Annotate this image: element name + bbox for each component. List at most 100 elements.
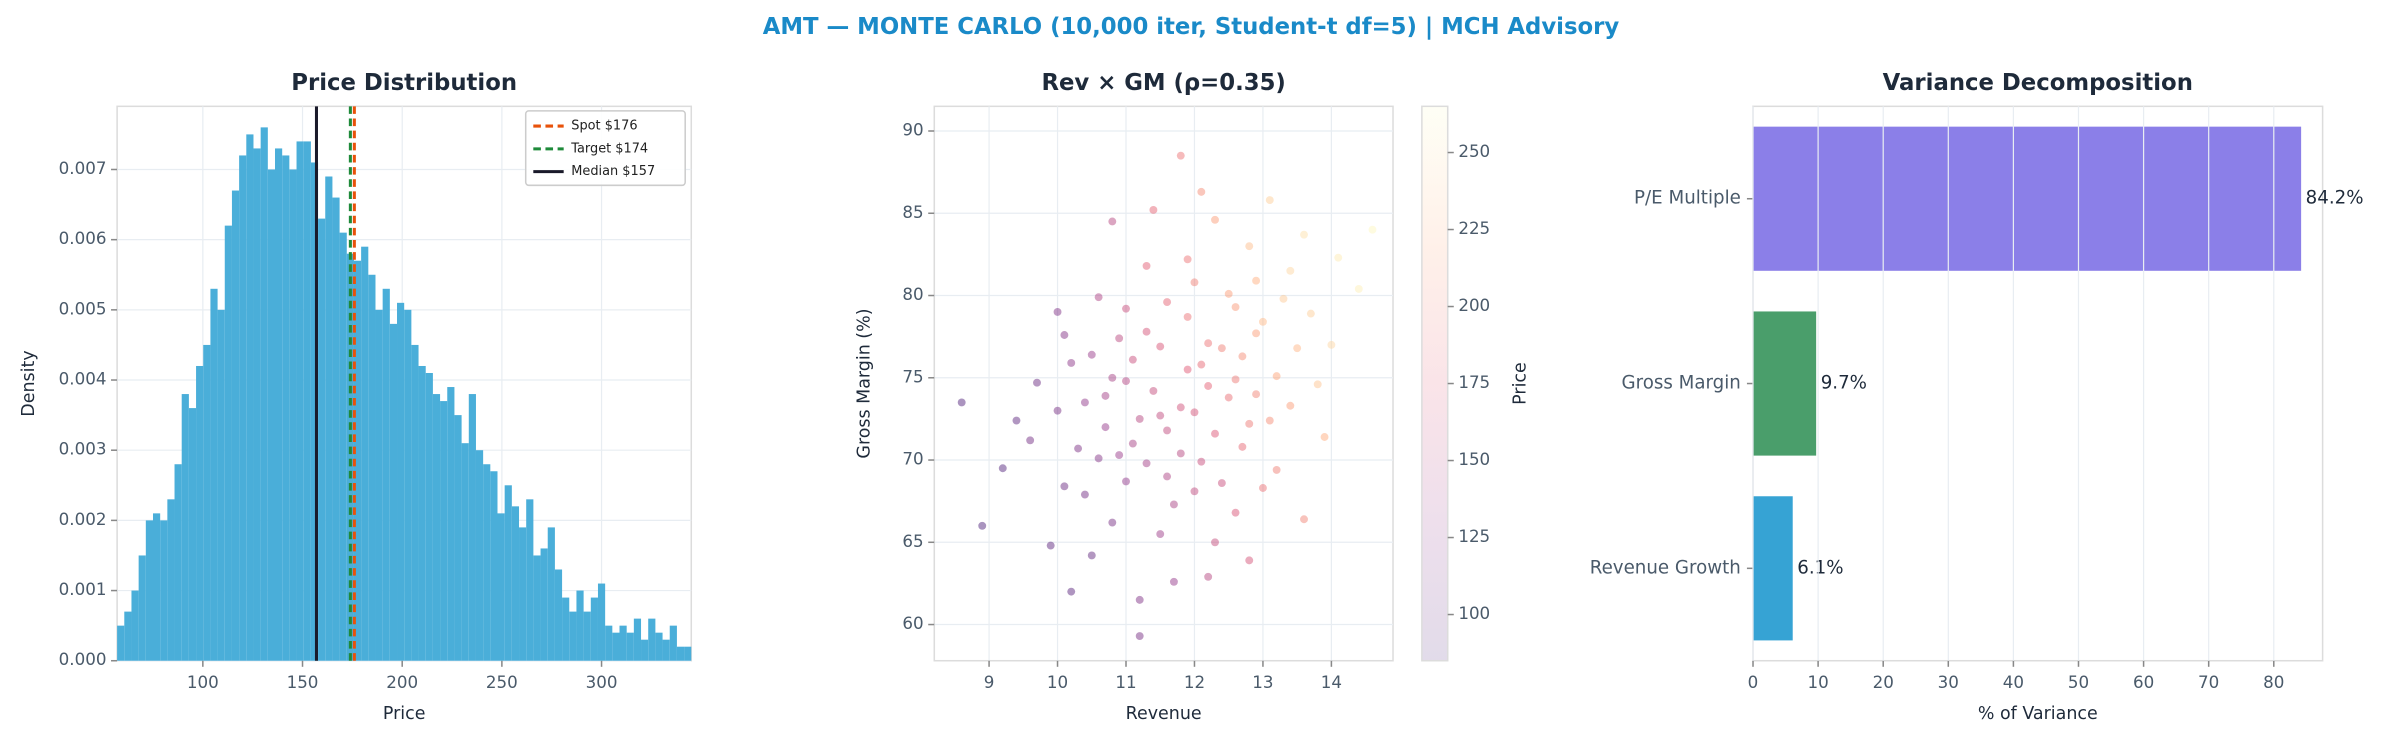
histogram-bar (160, 520, 168, 661)
scatter-point (1169, 500, 1178, 509)
colorbar-label: Price (1511, 362, 1531, 405)
histogram-bar (217, 309, 225, 661)
histogram-bar (253, 148, 261, 661)
scatter-point (1224, 289, 1233, 298)
histogram-bar (461, 443, 469, 661)
x-tick-label: 50 (2068, 672, 2089, 692)
bar (1753, 126, 2302, 271)
scatter-point (1156, 530, 1165, 539)
histogram-bar (483, 464, 491, 661)
histogram-bar (562, 597, 570, 661)
colorbar-tick-label: 125 (1458, 526, 1490, 546)
scatter-point (1142, 327, 1151, 336)
y-tick-label: Gross Margin (1621, 373, 1740, 394)
colorbar-tick-label: 100 (1458, 603, 1490, 623)
histogram-bar (425, 373, 433, 661)
histogram-bar (576, 590, 584, 661)
x-tick-label: 9 (984, 672, 995, 692)
histogram-bar (605, 625, 613, 661)
value-label: 84.2% (2306, 188, 2364, 209)
y-tick-label: 0.006 (59, 228, 107, 248)
x-tick-label: 250 (486, 672, 518, 692)
scatter-point (1252, 276, 1261, 285)
y-tick-label: Revenue Growth (1590, 557, 1741, 578)
scatter-point (1163, 426, 1172, 435)
histogram-bar (203, 344, 211, 661)
histogram-bar (296, 141, 304, 661)
x-tick-label: 11 (1115, 672, 1136, 692)
scatter-point (998, 464, 1007, 473)
y-tick-label: 0.000 (59, 649, 107, 669)
scatter-point (1108, 373, 1117, 382)
x-tick-label: 100 (187, 672, 219, 692)
scatter-point (1238, 352, 1247, 361)
histogram-bar (289, 169, 297, 661)
x-tick-label: 10 (1807, 672, 1828, 692)
value-label: 9.7% (1821, 373, 1867, 394)
scatter-point (1108, 518, 1117, 527)
histogram-bar (382, 288, 390, 661)
histogram-bar (138, 555, 146, 661)
legend-label: Spot $176 (571, 119, 637, 134)
scatter-point (1272, 372, 1281, 381)
histogram-bar (612, 632, 620, 661)
histogram-bar (648, 618, 656, 661)
figure-title: AMT — MONTE CARLO (10,000 iter, Student-… (763, 14, 1620, 40)
scatter-point (957, 398, 966, 407)
y-tick-label: 0.001 (59, 579, 107, 599)
x-tick-label: 150 (287, 672, 319, 692)
histogram-bar (303, 141, 311, 661)
legend-box (524, 110, 686, 187)
histogram-bar (361, 246, 369, 661)
x-tick-label: 70 (2198, 672, 2219, 692)
y-tick-label: 90 (902, 120, 923, 140)
colorbar-tick-label: 175 (1458, 372, 1490, 392)
scatter-point (978, 521, 987, 530)
histogram-bar (641, 639, 649, 661)
histogram-bar (167, 499, 175, 661)
scatter-point (1149, 206, 1158, 214)
histogram-bar (174, 464, 182, 661)
histogram-bar (210, 288, 218, 661)
histogram-bar (275, 148, 283, 661)
histogram-bar (468, 394, 476, 661)
subplot-title: Price Distribution (291, 70, 517, 96)
histogram-bar (332, 197, 340, 661)
colorbar-tick-label: 150 (1458, 449, 1490, 469)
histogram-bar (633, 618, 642, 661)
bar (1753, 496, 1793, 641)
scatter-point (1190, 278, 1199, 287)
scatter-point (1135, 414, 1144, 423)
histogram-bar (497, 513, 505, 661)
scatter-point (1252, 329, 1261, 338)
subplot-title: Variance Decomposition (1883, 70, 2193, 96)
scatter-point (1142, 261, 1151, 270)
histogram-bar (519, 527, 527, 661)
scatter-point (1080, 398, 1089, 407)
scatter-point (1313, 380, 1322, 389)
scatter-point (1067, 359, 1076, 367)
scatter-point (1300, 515, 1308, 524)
scatter-point (1245, 242, 1254, 251)
scatter-point (1252, 390, 1261, 399)
histogram-bar (152, 513, 161, 661)
scatter-point (1197, 360, 1206, 369)
x-tick-label: 10 (1047, 672, 1068, 692)
scatter-point (1128, 355, 1137, 364)
scatter-point (1156, 342, 1165, 351)
scatter-point (1279, 294, 1288, 303)
x-tick-label: 12 (1184, 672, 1205, 692)
subplot-title: Rev × GM (ρ=0.35) (1041, 70, 1285, 96)
y-tick-label: 70 (902, 449, 923, 469)
histogram-bar (325, 176, 333, 661)
histogram-bar (662, 639, 670, 661)
scatter-point (1286, 401, 1295, 410)
plot-layer (1752, 106, 2275, 661)
scatter-point (1231, 303, 1240, 311)
scatter-point (1245, 556, 1254, 565)
scatter-point (1211, 215, 1219, 224)
scatter-point (1094, 293, 1103, 302)
histogram-bar (447, 387, 455, 661)
bar (1753, 311, 1817, 456)
